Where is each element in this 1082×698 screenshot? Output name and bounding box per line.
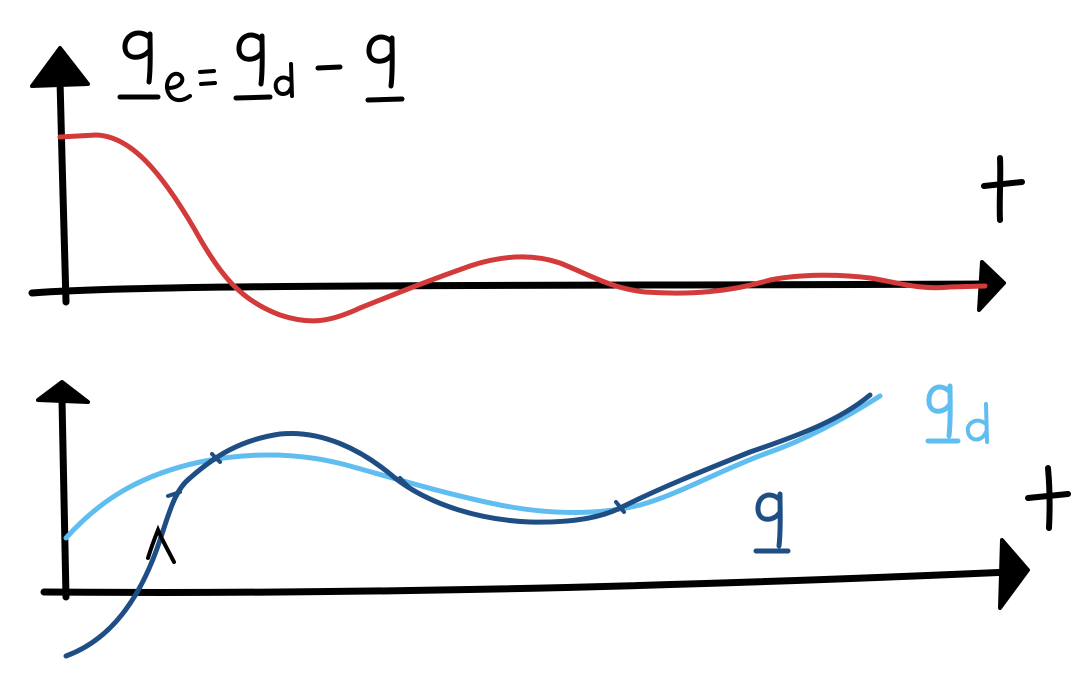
bottom-y-arrowhead [36, 380, 90, 404]
bottom-plot: t q d q [36, 380, 1071, 659]
eq-rhs1-subscript-d: d [273, 62, 294, 98]
desired-trajectory-curve [63, 393, 883, 541]
actual-tick-4 [614, 500, 626, 514]
eq-lhs-subscript-e: e [165, 71, 192, 103]
bottom-t-label: t [1025, 465, 1071, 531]
error-equation: q e = q d [117, 30, 405, 103]
top-x-axis [28, 280, 989, 297]
start-caret [146, 524, 176, 564]
eq-rhs2-q: q [365, 34, 405, 103]
top-t-label: t [981, 155, 1025, 223]
eq-equals: = [198, 69, 217, 86]
bottom-x-axis [40, 568, 1014, 596]
eq-minus: − [315, 64, 343, 71]
actual-trajectory-curve [63, 392, 873, 659]
top-plot: t q e = [28, 30, 1025, 324]
actual-tick-3 [398, 476, 412, 490]
error-curve [57, 132, 988, 324]
desired-label: q d [925, 383, 989, 444]
actual-label: q [753, 491, 791, 554]
actual-tick-1 [166, 490, 182, 498]
eq-lhs-q: q [117, 30, 161, 100]
actual-tick-2 [210, 452, 222, 464]
bottom-y-axis [58, 396, 70, 601]
top-y-arrowhead [30, 46, 90, 88]
bottom-x-arrowhead [998, 538, 1030, 610]
top-y-axis [56, 76, 70, 306]
eq-rhs1-q: q [233, 32, 273, 101]
